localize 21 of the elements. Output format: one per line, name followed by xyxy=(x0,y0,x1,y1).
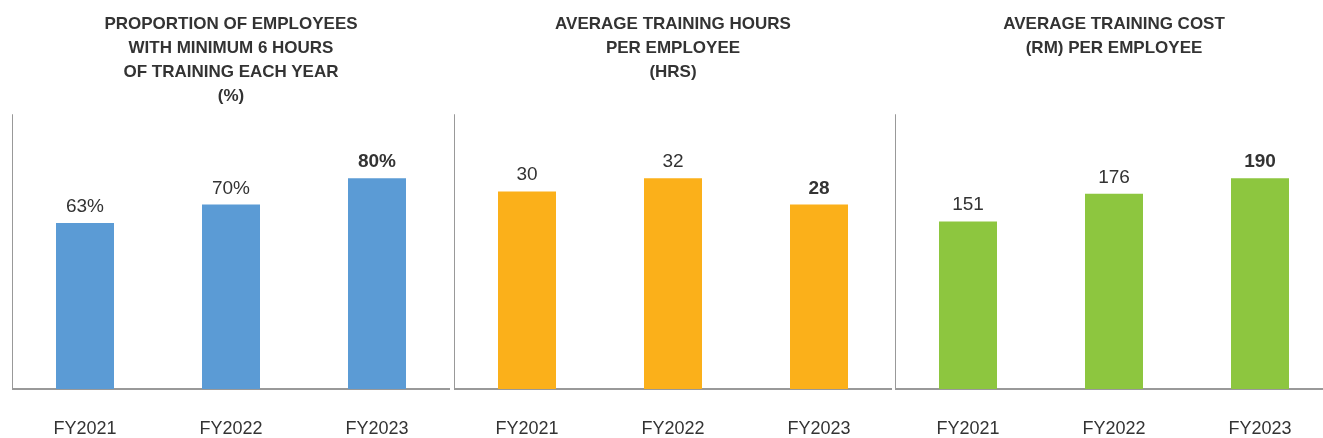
data-label: 176 xyxy=(1098,165,1130,187)
x-tick-label: FY2021 xyxy=(494,418,559,438)
chart-title: AVERAGE TRAINING HOURS PER EMPLOYEE (HRS) xyxy=(554,13,791,81)
data-label: 32 xyxy=(661,150,684,172)
x-tick-label: FY2023 xyxy=(345,418,409,438)
data-label: 151 xyxy=(952,193,984,215)
x-tick-label: FY2021 xyxy=(936,418,1000,438)
data-label: 80% xyxy=(357,150,397,172)
data-label: 190 xyxy=(1244,150,1276,172)
x-tick-label: FY2023 xyxy=(786,418,851,438)
x-tick-label: FY2023 xyxy=(1228,418,1292,438)
data-label: 63% xyxy=(65,195,105,217)
x-tick-label: FY2022 xyxy=(1082,418,1146,438)
x-tick-label: FY2022 xyxy=(199,418,263,438)
data-label: 70% xyxy=(211,176,251,198)
x-tick-label: FY2021 xyxy=(53,418,117,438)
chart-title: PROPORTION OF EMPLOYEES WITH MINIMUM 6 HOURS OF TRAINING EACH YEAR (%) xyxy=(104,13,358,105)
x-tick-label: FY2022 xyxy=(640,418,705,438)
data-label: 28 xyxy=(807,176,830,198)
chart-title: AVERAGE TRAINING COST (RM) PER EMPLOYEE xyxy=(1003,13,1226,57)
data-label: 30 xyxy=(515,163,538,185)
